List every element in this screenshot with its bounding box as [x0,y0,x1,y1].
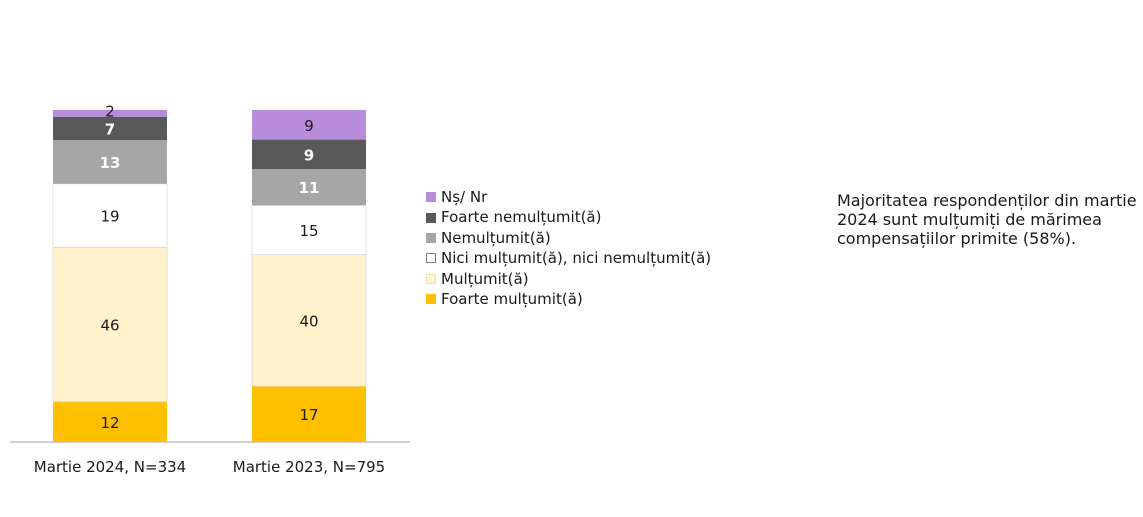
legend-swatch-5 [426,192,436,203]
bar-segment-0-5 [53,110,167,117]
legend-label-2: Nici mulțumit(ă), nici nemulțumit(ă) [441,249,712,268]
x-tick-labels: Martie 2024, N=334 Martie 2023, N=795 [34,458,385,476]
legend-label-4: Foarte nemulțumit(ă) [441,208,602,227]
bar-segment-1-3 [252,169,366,206]
legend-item-3: Nemulțumit(ă) [426,228,711,248]
bars-layer: 12 46 19 13 72 17 40 15 11 9 9 [52,102,367,442]
summary-note: Majoritatea respondenților din martie 20… [837,191,1137,248]
data-label-0-2: 19 [100,208,119,226]
data-label-1-1: 40 [299,312,318,330]
x-tick-label-0: Martie 2024, N=334 [34,458,186,476]
legend-item-0: Foarte mulțumit(ă) [426,289,711,309]
legend-label-3: Nemulțumit(ă) [441,228,551,247]
bar-segment-1-2 [251,204,367,256]
legend-swatch-4 [426,212,436,223]
legend-swatch-1 [426,273,436,284]
bar-segment-0-0 [53,401,167,442]
data-label-0-3: 13 [100,154,121,172]
bar-segment-1-5 [252,110,366,140]
legend-item-5: Nș/ Nr [426,187,711,207]
x-tick-label-1: Martie 2023, N=795 [233,458,385,476]
legend-swatch-0 [426,294,436,305]
legend-label-5: Nș/ Nr [441,188,488,206]
data-label-1-4: 9 [304,146,314,164]
bar-segment-0-3 [53,140,167,184]
legend-item-1: Mulțumit(ă) [426,269,711,289]
data-label-1-5: 9 [304,117,314,135]
data-label-0-1: 46 [100,317,119,335]
legend: Nș/ Nr Foarte nemulțumit(ă) Nemulțumit(ă) N… [426,187,711,309]
bar-segment-0-1 [52,247,168,403]
data-label-1-3: 11 [299,179,320,197]
legend-item-2: Nici mulțumit(ă), nici nemulțumit(ă) [426,248,711,268]
data-label-0-5: 2 [105,102,115,120]
legend-swatch-2 [426,253,436,264]
data-label-0-4: 7 [105,120,115,138]
legend-swatch-3 [426,233,436,244]
bar-segment-1-4 [252,139,366,170]
bar-segment-1-1 [251,254,367,387]
legend-label-1: Mulțumit(ă) [441,269,529,288]
data-label-1-0: 17 [299,406,318,424]
data-label-0-0: 12 [100,414,119,432]
bar-segment-0-4 [53,116,167,141]
legend-item-4: Foarte nemulțumit(ă) [426,207,711,227]
legend-label-0: Foarte mulțumit(ă) [441,290,583,309]
data-label-1-2: 15 [299,222,318,240]
bar-segment-1-0 [252,386,366,442]
